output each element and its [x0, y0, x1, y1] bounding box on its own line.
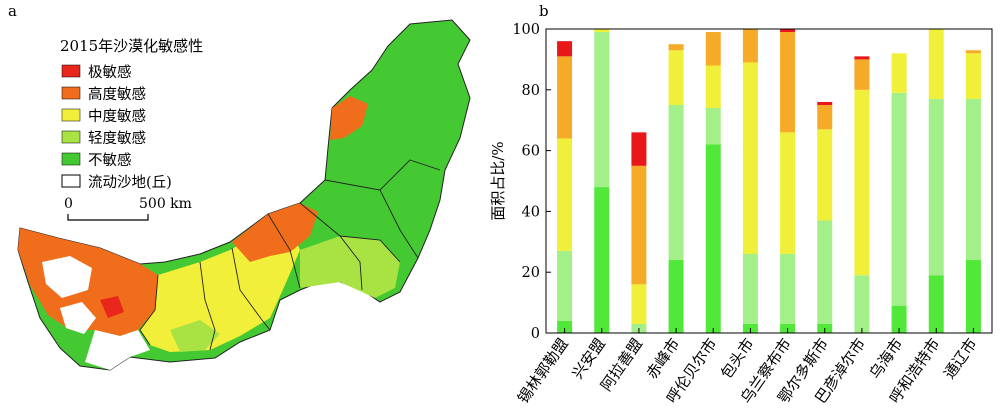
legend-label-sand: 流动沙地(丘)	[88, 174, 172, 191]
bar-segment-3-series-5	[631, 132, 647, 166]
bar-segment-9-series-2	[854, 275, 870, 333]
legend-label-insensitive: 不敏感	[88, 152, 132, 169]
bar-segment-5-series-4	[705, 32, 721, 66]
legend-swatch-high	[61, 86, 81, 100]
bar-segment-8-series-5	[817, 101, 833, 105]
bar-segment-8-series-2	[817, 220, 833, 324]
bar-segment-2-series-1	[594, 187, 610, 333]
bar-segment-2-series-3	[594, 29, 610, 33]
bar-segment-2-series-2	[594, 32, 610, 188]
legend-title: 2015年沙漠化敏感性	[60, 37, 203, 55]
map-zone-high-middle	[232, 203, 318, 262]
y-tick-label-80: 80	[522, 83, 540, 99]
map-zone-extreme-west	[100, 296, 124, 318]
bar-segment-12-series-2	[965, 98, 981, 261]
bar-segment-4-series-1	[668, 260, 684, 333]
y-axis-label: 面积占比/%	[489, 141, 507, 220]
x-tick-label-12: 通辽市	[940, 335, 981, 382]
bar-segment-7-series-4	[780, 32, 796, 133]
bar-segment-1-series-4	[557, 56, 573, 139]
bar-segment-1-series-2	[557, 250, 573, 321]
bar-segment-5-series-3	[705, 65, 721, 109]
bar-segment-5-series-2	[705, 108, 721, 145]
bar-segment-8-series-3	[817, 129, 833, 221]
panel-a-map: a	[8, 2, 471, 371]
bar-segment-4-series-4	[668, 44, 684, 51]
legend-swatch-moderate	[61, 108, 81, 122]
legend-swatch-light	[61, 130, 81, 144]
bar-segment-6-series-4	[742, 29, 758, 63]
bar-segment-4-series-2	[668, 105, 684, 261]
bar-segment-11-series-2	[928, 98, 944, 276]
bar-segment-7-series-3	[780, 132, 796, 254]
bar-segment-1-series-3	[557, 138, 573, 251]
map-zone-light-middle	[170, 320, 220, 352]
bar-segment-8-series-4	[817, 105, 833, 130]
scale-distance-label: 500 km	[139, 196, 192, 212]
legend-swatch-extreme	[61, 64, 81, 78]
y-tick-label-40: 40	[522, 204, 540, 220]
bar-segment-12-series-4	[965, 50, 981, 54]
map-zone-sand-west-2	[60, 302, 96, 334]
x-tick-label-1: 锡林郭勒盟	[514, 335, 572, 407]
bar-segment-6-series-3	[742, 62, 758, 254]
bar-segment-1-series-1	[557, 320, 573, 333]
legend-label-extreme: 极敏感	[88, 64, 132, 81]
y-tick-label-0: 0	[531, 326, 540, 342]
bar-segment-9-series-4	[854, 59, 870, 90]
bar-segment-4-series-3	[668, 50, 684, 105]
legend-swatch-insensitive	[61, 152, 81, 166]
y-tick-label-20: 20	[522, 265, 540, 281]
axes-layer	[545, 28, 993, 334]
scale-zero-label: 0	[64, 196, 73, 212]
bar-segment-11-series-3	[928, 29, 944, 99]
scale-bar-line	[67, 214, 149, 221]
bar-segment-12-series-1	[965, 260, 981, 333]
bar-segment-7-series-2	[780, 253, 796, 324]
bar-segment-1-series-5	[557, 41, 573, 57]
sensitivity-map	[17, 19, 471, 371]
bar-segment-10-series-3	[891, 53, 907, 93]
bar-segment-12-series-3	[965, 53, 981, 99]
bar-segment-10-series-2	[891, 92, 907, 306]
map-zone-sand-west	[42, 256, 92, 298]
map-zone-sand-southwest	[85, 330, 150, 370]
y-ticks-layer: 0 20 40 60 80 100	[512, 22, 551, 342]
bar-segment-9-series-3	[854, 89, 870, 276]
league-boundaries	[139, 159, 441, 351]
x-ticks-layer: 锡林郭勒盟兴安盟阿拉善盟赤峰市呼伦贝尔市包头市乌兰察布市鄂尔多斯市巴彦淖尔市乌海…	[514, 328, 981, 407]
bar-segment-3-series-3	[631, 284, 647, 324]
legend-label-moderate: 中度敏感	[88, 108, 146, 125]
bar-segment-9-series-5	[854, 56, 870, 60]
panel-b-label: b	[539, 2, 549, 20]
plot-frame	[545, 28, 993, 334]
bar-segment-5-series-1	[705, 144, 721, 333]
panel-a-label: a	[8, 2, 17, 20]
bar-segment-11-series-1	[928, 275, 944, 333]
scale-bar: 0 500 km	[64, 196, 192, 221]
legend-label-light: 轻度敏感	[88, 130, 146, 147]
map-legend: 2015年沙漠化敏感性 极敏感 高度敏感 中度敏感 轻度敏感 不敏感 流动沙地(…	[60, 37, 203, 191]
y-tick-label-60: 60	[522, 144, 540, 160]
map-zone-light-east-belt	[300, 236, 400, 298]
bar-segment-7-series-5	[780, 29, 796, 33]
legend-swatch-sand	[61, 174, 81, 188]
bars-layer	[557, 29, 981, 333]
map-zone-high-northeast	[330, 96, 368, 140]
legend-label-high: 高度敏感	[88, 86, 146, 103]
bar-segment-6-series-2	[742, 253, 758, 324]
y-tick-label-100: 100	[512, 22, 540, 38]
panel-b-chart: b 面积占比/% 0 20 40 60 80 100 锡林郭勒盟兴安盟阿拉善盟赤峰市呼伦贝…	[489, 2, 993, 407]
bar-segment-10-series-1	[891, 305, 907, 333]
bar-segment-3-series-4	[631, 165, 647, 285]
